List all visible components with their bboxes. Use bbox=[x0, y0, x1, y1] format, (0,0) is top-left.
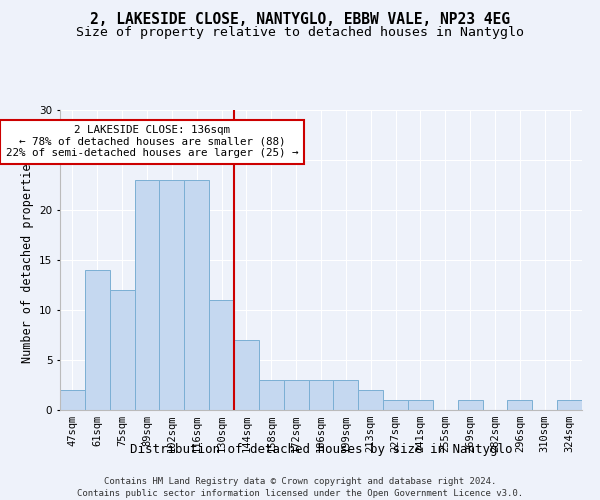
Bar bbox=[110, 290, 134, 410]
Bar bbox=[134, 180, 160, 410]
Text: 2 LAKESIDE CLOSE: 136sqm
← 78% of detached houses are smaller (88)
22% of semi-d: 2 LAKESIDE CLOSE: 136sqm ← 78% of detach… bbox=[6, 125, 298, 158]
Bar bbox=[334, 380, 358, 410]
Bar bbox=[259, 380, 284, 410]
Text: Size of property relative to detached houses in Nantyglo: Size of property relative to detached ho… bbox=[76, 26, 524, 39]
Bar bbox=[85, 270, 110, 410]
Y-axis label: Number of detached properties: Number of detached properties bbox=[20, 156, 34, 364]
Bar bbox=[209, 300, 234, 410]
Bar bbox=[408, 400, 433, 410]
Bar bbox=[60, 390, 85, 410]
Bar bbox=[458, 400, 482, 410]
Bar bbox=[358, 390, 383, 410]
Bar bbox=[184, 180, 209, 410]
Text: Contains HM Land Registry data © Crown copyright and database right 2024.: Contains HM Land Registry data © Crown c… bbox=[104, 478, 496, 486]
Text: Distribution of detached houses by size in Nantyglo: Distribution of detached houses by size … bbox=[130, 442, 512, 456]
Text: 2, LAKESIDE CLOSE, NANTYGLO, EBBW VALE, NP23 4EG: 2, LAKESIDE CLOSE, NANTYGLO, EBBW VALE, … bbox=[90, 12, 510, 28]
Bar bbox=[383, 400, 408, 410]
Bar bbox=[160, 180, 184, 410]
Bar bbox=[508, 400, 532, 410]
Bar bbox=[284, 380, 308, 410]
Bar bbox=[234, 340, 259, 410]
Bar bbox=[557, 400, 582, 410]
Text: Contains public sector information licensed under the Open Government Licence v3: Contains public sector information licen… bbox=[77, 489, 523, 498]
Bar bbox=[308, 380, 334, 410]
